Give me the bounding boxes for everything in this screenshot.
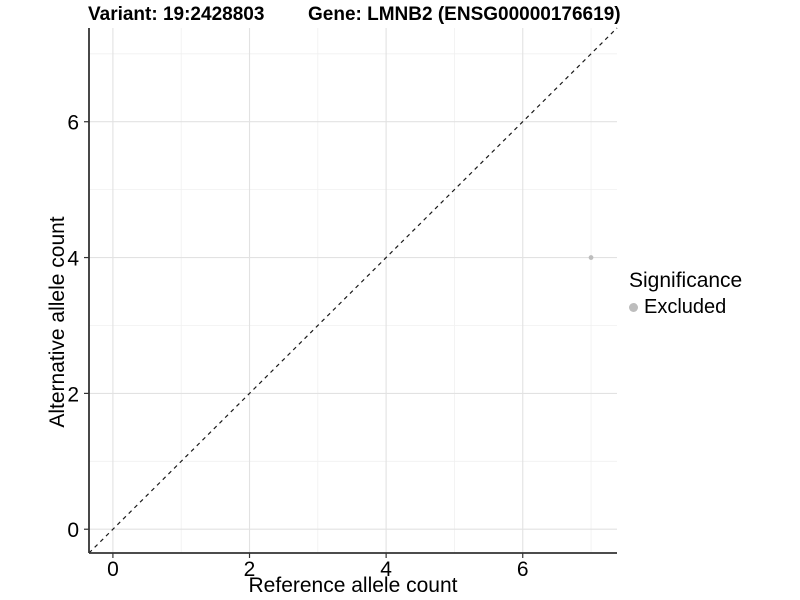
x-tick-label: 4	[380, 558, 392, 581]
legend-point-swatch	[629, 303, 638, 312]
identity-line	[88, 27, 618, 554]
legend-title: Significance	[629, 269, 743, 292]
legend-item-excluded: Excluded	[629, 296, 742, 319]
legend: Significance Excluded	[629, 268, 742, 319]
y-tick-label: 6	[67, 112, 79, 135]
variant-title: Variant: 19:2428803	[88, 4, 265, 25]
x-axis-title: Reference allele count	[248, 574, 458, 597]
y-axis-title: Alternative allele count	[46, 216, 69, 428]
y-tick-label: 4	[67, 248, 79, 271]
gene-title: Gene: LMNB2 (ENSG00000176619)	[308, 4, 621, 25]
legend-item-label: Excluded	[644, 296, 727, 318]
data-point	[588, 255, 594, 260]
y-tick-label: 2	[67, 383, 79, 406]
y-tick-label: 0	[67, 519, 79, 542]
x-tick-label: 2	[244, 558, 256, 581]
x-tick-label: 0	[107, 558, 119, 581]
x-tick-label: 6	[517, 558, 529, 581]
